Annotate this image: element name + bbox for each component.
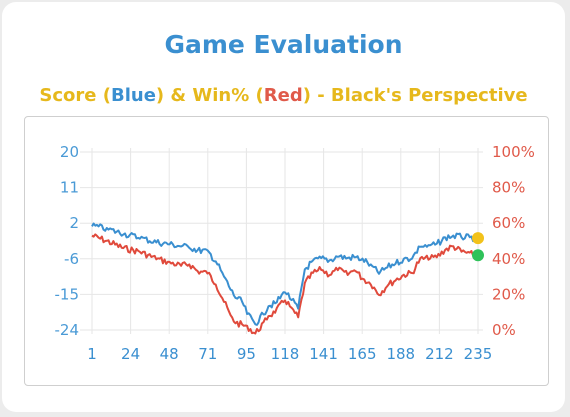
x-tick-label: 95	[237, 345, 256, 363]
x-tick-label: 48	[160, 345, 179, 363]
subtitle-blue-word: Blue	[111, 85, 156, 106]
x-tick-label: 1	[87, 345, 97, 363]
x-tick-label: 71	[198, 345, 217, 363]
y-right-tick-label: 0%	[492, 321, 516, 339]
y-left-tick-label: -15	[55, 285, 80, 303]
y-left-tick-label: -6	[64, 250, 79, 268]
y-left-tick-label: 11	[60, 179, 79, 197]
subtitle-part-1: Score (	[39, 85, 111, 106]
y-left-tick-label: 2	[69, 214, 79, 232]
y-right-tick-label: 100%	[492, 143, 535, 161]
x-tick-label: 118	[271, 345, 300, 363]
chart-container: 20 100% 11 80% 2 60% -6 40% -15 20% -24 0% 1 24 48 71 95…	[24, 116, 549, 386]
y-right-tick-label: 20%	[492, 285, 525, 303]
subtitle-part-2: ) & Win% (	[155, 85, 264, 106]
subtitle-part-3: ) - Black's Perspective	[302, 85, 528, 106]
y-right-tick-label: 60%	[492, 214, 525, 232]
x-tick-label: 235	[464, 345, 493, 363]
y-right-tick-label: 80%	[492, 179, 525, 197]
card-title: Game Evaluation	[164, 30, 403, 59]
winpct-series-line	[91, 233, 478, 335]
winpct-end-marker	[472, 249, 484, 262]
score-end-marker	[472, 232, 484, 245]
lines-layer	[91, 222, 484, 335]
y-left-tick-label: -24	[55, 321, 80, 339]
x-tick-label: 141	[309, 345, 338, 363]
evaluation-chart: 20 100% 11 80% 2 60% -6 40% -15 20% -24 0% 1 24 48 71 95…	[55, 143, 535, 363]
chart-subtitle: Score (Blue) & Win% (Red) - Black's Pers…	[2, 85, 565, 106]
grid-layer	[80, 148, 483, 334]
subtitle-red-word: Red	[263, 85, 303, 106]
ticks-layer: 20 100% 11 80% 2 60% -6 40% -15 20% -24 0% 1 24 48 71 95…	[55, 143, 535, 363]
x-tick-label: 24	[121, 345, 140, 363]
x-tick-label: 188	[386, 345, 415, 363]
x-tick-label: 212	[425, 345, 454, 363]
score-series-line	[91, 222, 479, 326]
x-tick-label: 165	[348, 345, 377, 363]
y-right-tick-label: 40%	[492, 250, 525, 268]
y-left-tick-label: 20	[60, 143, 79, 161]
